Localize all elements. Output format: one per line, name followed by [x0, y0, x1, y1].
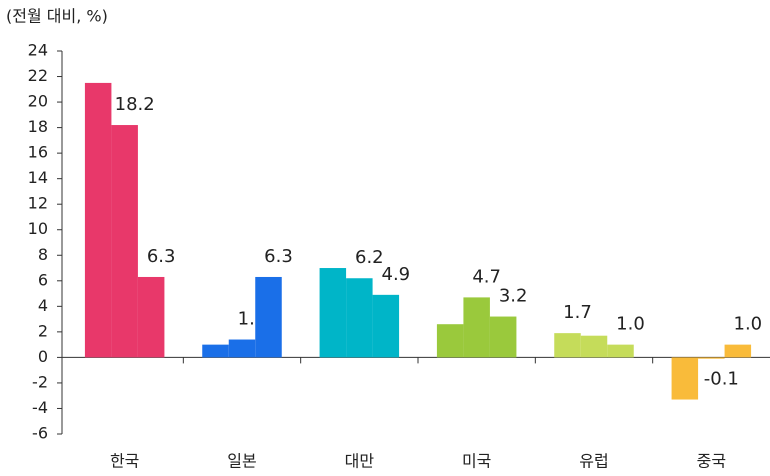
bar [319, 268, 347, 358]
value-label: 4.7 [472, 266, 501, 287]
y-axis-label: (전월 대비, %) [6, 7, 108, 26]
bar [346, 278, 373, 358]
y-tick-label: 14 [28, 168, 48, 187]
x-tick-label: 중국 [697, 452, 726, 471]
bar [607, 344, 634, 358]
y-tick-label: 12 [28, 194, 48, 213]
bar [111, 125, 138, 358]
value-label: 6.3 [147, 246, 176, 267]
value-label: 1.7 [563, 302, 592, 323]
value-label: -0.1 [704, 368, 739, 389]
value-label: 18.2 [115, 94, 155, 115]
y-tick-label: 2 [38, 321, 48, 340]
bar [84, 82, 112, 358]
y-tick-label: 6 [38, 270, 48, 289]
y-tick-label: 8 [38, 245, 48, 264]
value-label: 1.0 [616, 314, 645, 335]
bar [436, 324, 464, 358]
bar [489, 316, 517, 358]
y-tick-label: 4 [38, 296, 48, 315]
y-tick-label: -2 [32, 372, 48, 391]
bar [228, 339, 256, 358]
bar [554, 333, 581, 358]
value-label: 3.2 [499, 286, 528, 307]
bar [580, 335, 608, 358]
bar [137, 276, 165, 358]
bar [671, 357, 699, 400]
y-tick-label: 10 [28, 219, 48, 238]
y-tick-label: 16 [28, 143, 48, 162]
bar [255, 276, 282, 358]
value-label: 6.2 [355, 247, 384, 268]
y-tick-label: 20 [28, 92, 48, 111]
y-tick-label: 0 [38, 347, 48, 366]
bar [698, 357, 725, 359]
value-label: 6.3 [264, 246, 293, 267]
value-label: 1.0 [734, 314, 763, 335]
y-tick-label: 22 [28, 66, 48, 85]
x-tick-label: 한국 [110, 452, 139, 471]
y-tick-label: 18 [28, 117, 48, 136]
value-label: 4.9 [382, 264, 411, 285]
x-tick-label: 대만 [345, 452, 375, 471]
x-tick-label: 유럽 [579, 452, 608, 471]
x-tick-label: 일본 [227, 452, 256, 471]
y-tick-label: -4 [32, 398, 48, 417]
x-tick-label: 미국 [462, 452, 491, 471]
y-tick-label: -6 [32, 424, 48, 443]
bar [372, 294, 400, 358]
bar [724, 344, 752, 358]
bar [463, 297, 490, 358]
y-tick-label: 24 [28, 41, 48, 60]
bar [202, 344, 229, 358]
